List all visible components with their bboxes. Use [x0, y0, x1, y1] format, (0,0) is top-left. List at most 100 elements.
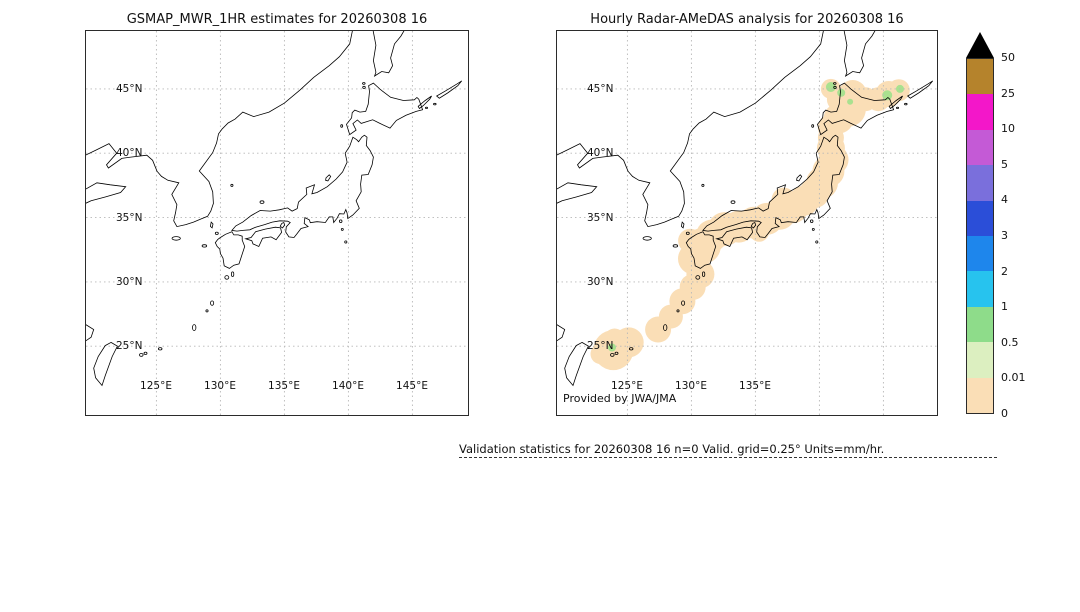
island [628, 347, 634, 351]
island [210, 300, 215, 306]
island [362, 82, 366, 85]
island [610, 353, 615, 357]
colorbar-label: 1 [1001, 300, 1008, 313]
lat-tick: 25°N [116, 340, 143, 352]
colorbar-bin [967, 200, 993, 237]
island [201, 244, 208, 248]
island [809, 219, 814, 223]
lon-tick: 145°E [396, 380, 428, 392]
island [424, 106, 428, 110]
island [338, 219, 343, 223]
island [205, 309, 209, 313]
precip-trace-blob [604, 328, 625, 349]
lat-tick: 40°N [116, 147, 143, 159]
island [685, 231, 690, 235]
coastline-tsushima [680, 221, 685, 229]
colorbar-label: 4 [1001, 193, 1008, 206]
colorbar-label: 2 [1001, 265, 1008, 278]
coastline-sakhalin [843, 31, 876, 77]
colorbar-bin [967, 129, 993, 166]
map-right: 45°N 40°N 35°N 30°N 25°N 125°E 130°E 135… [556, 30, 938, 416]
island [231, 271, 235, 277]
coastline-hokkaido [346, 82, 424, 136]
island [230, 183, 234, 187]
colorbar-bin [967, 306, 993, 343]
island [701, 183, 705, 187]
colorbar-label: 3 [1001, 229, 1008, 242]
coastline-etorofu [436, 80, 463, 99]
island [833, 85, 837, 89]
island [614, 351, 619, 355]
precip-light-blob [608, 343, 616, 352]
precip-light-blob [837, 88, 846, 97]
island [214, 231, 219, 235]
island [695, 275, 701, 280]
precip-light-blob [847, 98, 854, 105]
panel-title-left: GSMAP_MWR_1HR estimates for 20260308 16 [126, 12, 428, 27]
island [192, 324, 197, 332]
island [904, 102, 908, 106]
coastline-sado [325, 174, 332, 182]
island [362, 85, 366, 89]
lon-tick: 130°E [675, 380, 707, 392]
coastline-shikoku [715, 226, 754, 248]
lat-tick: 45°N [587, 83, 614, 95]
colorbar-label: 0.5 [1001, 336, 1019, 349]
lon-tick: 125°E [611, 380, 643, 392]
island [702, 271, 706, 277]
coastline-tsushima [209, 221, 214, 229]
lon-tick: 135°E [739, 380, 771, 392]
coastline-honshu [702, 134, 845, 238]
coastline-shikoku [244, 226, 283, 248]
colorbar-bin [967, 165, 993, 201]
lon-tick: 125°E [140, 380, 172, 392]
coastline-sakhalin [372, 31, 405, 77]
island [681, 300, 686, 306]
colorbar-bin [967, 342, 993, 378]
lat-tick: 30°N [116, 276, 143, 288]
colorbar-label: 0 [1001, 407, 1008, 420]
lat-tick: 35°N [116, 212, 143, 224]
footer-dashed-line [459, 457, 997, 458]
colorbar-label: 5 [1001, 158, 1008, 171]
coastline-etorofu [907, 80, 934, 99]
coastline-shandong [86, 182, 127, 204]
colorbar-label: 10 [1001, 122, 1015, 135]
coastline-hokkaido [817, 82, 895, 136]
island [340, 124, 344, 128]
island [815, 240, 819, 244]
lat-tick: 25°N [587, 340, 614, 352]
coastline-honshu [231, 134, 374, 238]
island [833, 82, 837, 85]
panel-title-right: Hourly Radar-AMeDAS analysis for 2026030… [590, 12, 904, 27]
lon-tick: 135°E [268, 380, 300, 392]
colorbar-bar [966, 58, 994, 414]
island [224, 275, 230, 280]
coastline-shandong [557, 182, 598, 204]
map-svg-left [86, 31, 468, 415]
coastline-fujian [86, 324, 95, 342]
coastline-taiwan [564, 341, 589, 387]
island [139, 353, 144, 357]
island [672, 244, 679, 248]
colorbar-bin [967, 271, 993, 307]
coastline-kunashiri [417, 95, 432, 110]
map-svg-right [557, 31, 937, 415]
coastline-sado [796, 174, 803, 182]
colorbar-label: 0.01 [1001, 371, 1026, 384]
lon-tick: 130°E [204, 380, 236, 392]
island [340, 227, 344, 231]
map-left: 45°N 40°N 35°N 30°N 25°N 125°E 130°E 135… [85, 30, 469, 416]
coastline-mainland [557, 31, 824, 228]
island [663, 324, 668, 332]
island [642, 236, 652, 241]
colorbar-label: 25 [1001, 87, 1015, 100]
colorbar-bin [967, 377, 993, 414]
colorbar-bin [967, 236, 993, 272]
island [895, 106, 899, 110]
island [171, 236, 181, 241]
colorbar-bin [967, 94, 993, 130]
coastline-fujian [557, 324, 566, 342]
coastline-kunashiri [888, 95, 903, 110]
